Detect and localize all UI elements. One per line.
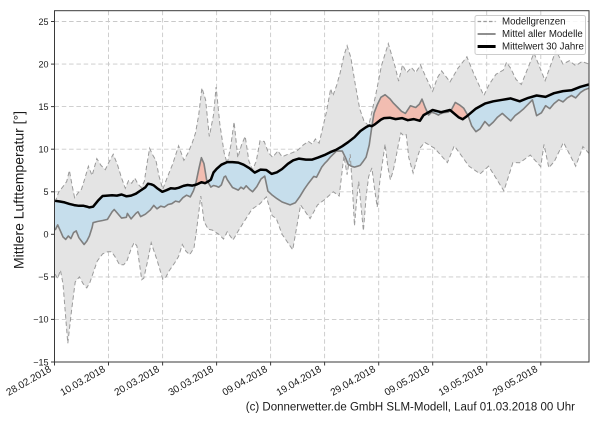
svg-text:Mittlere Lufttemperatur [°]: Mittlere Lufttemperatur [°] <box>11 111 27 269</box>
svg-text:20: 20 <box>38 59 48 69</box>
svg-text:Mittel aller Modelle: Mittel aller Modelle <box>502 29 583 40</box>
svg-text:−5: −5 <box>38 272 48 282</box>
svg-text:10: 10 <box>38 145 48 155</box>
svg-text:0: 0 <box>43 230 48 240</box>
svg-text:25: 25 <box>38 17 48 27</box>
svg-text:Modellgrenzen: Modellgrenzen <box>502 17 566 28</box>
svg-text:Mittelwert 30 Jahre: Mittelwert 30 Jahre <box>502 42 584 53</box>
svg-text:15: 15 <box>38 102 48 112</box>
svg-text:(c) Donnerwetter.de GmbH SLM-M: (c) Donnerwetter.de GmbH SLM-Modell, Lau… <box>246 402 575 414</box>
svg-text:−10: −10 <box>33 315 48 325</box>
svg-text:−15: −15 <box>33 357 48 367</box>
svg-text:5: 5 <box>43 187 48 197</box>
